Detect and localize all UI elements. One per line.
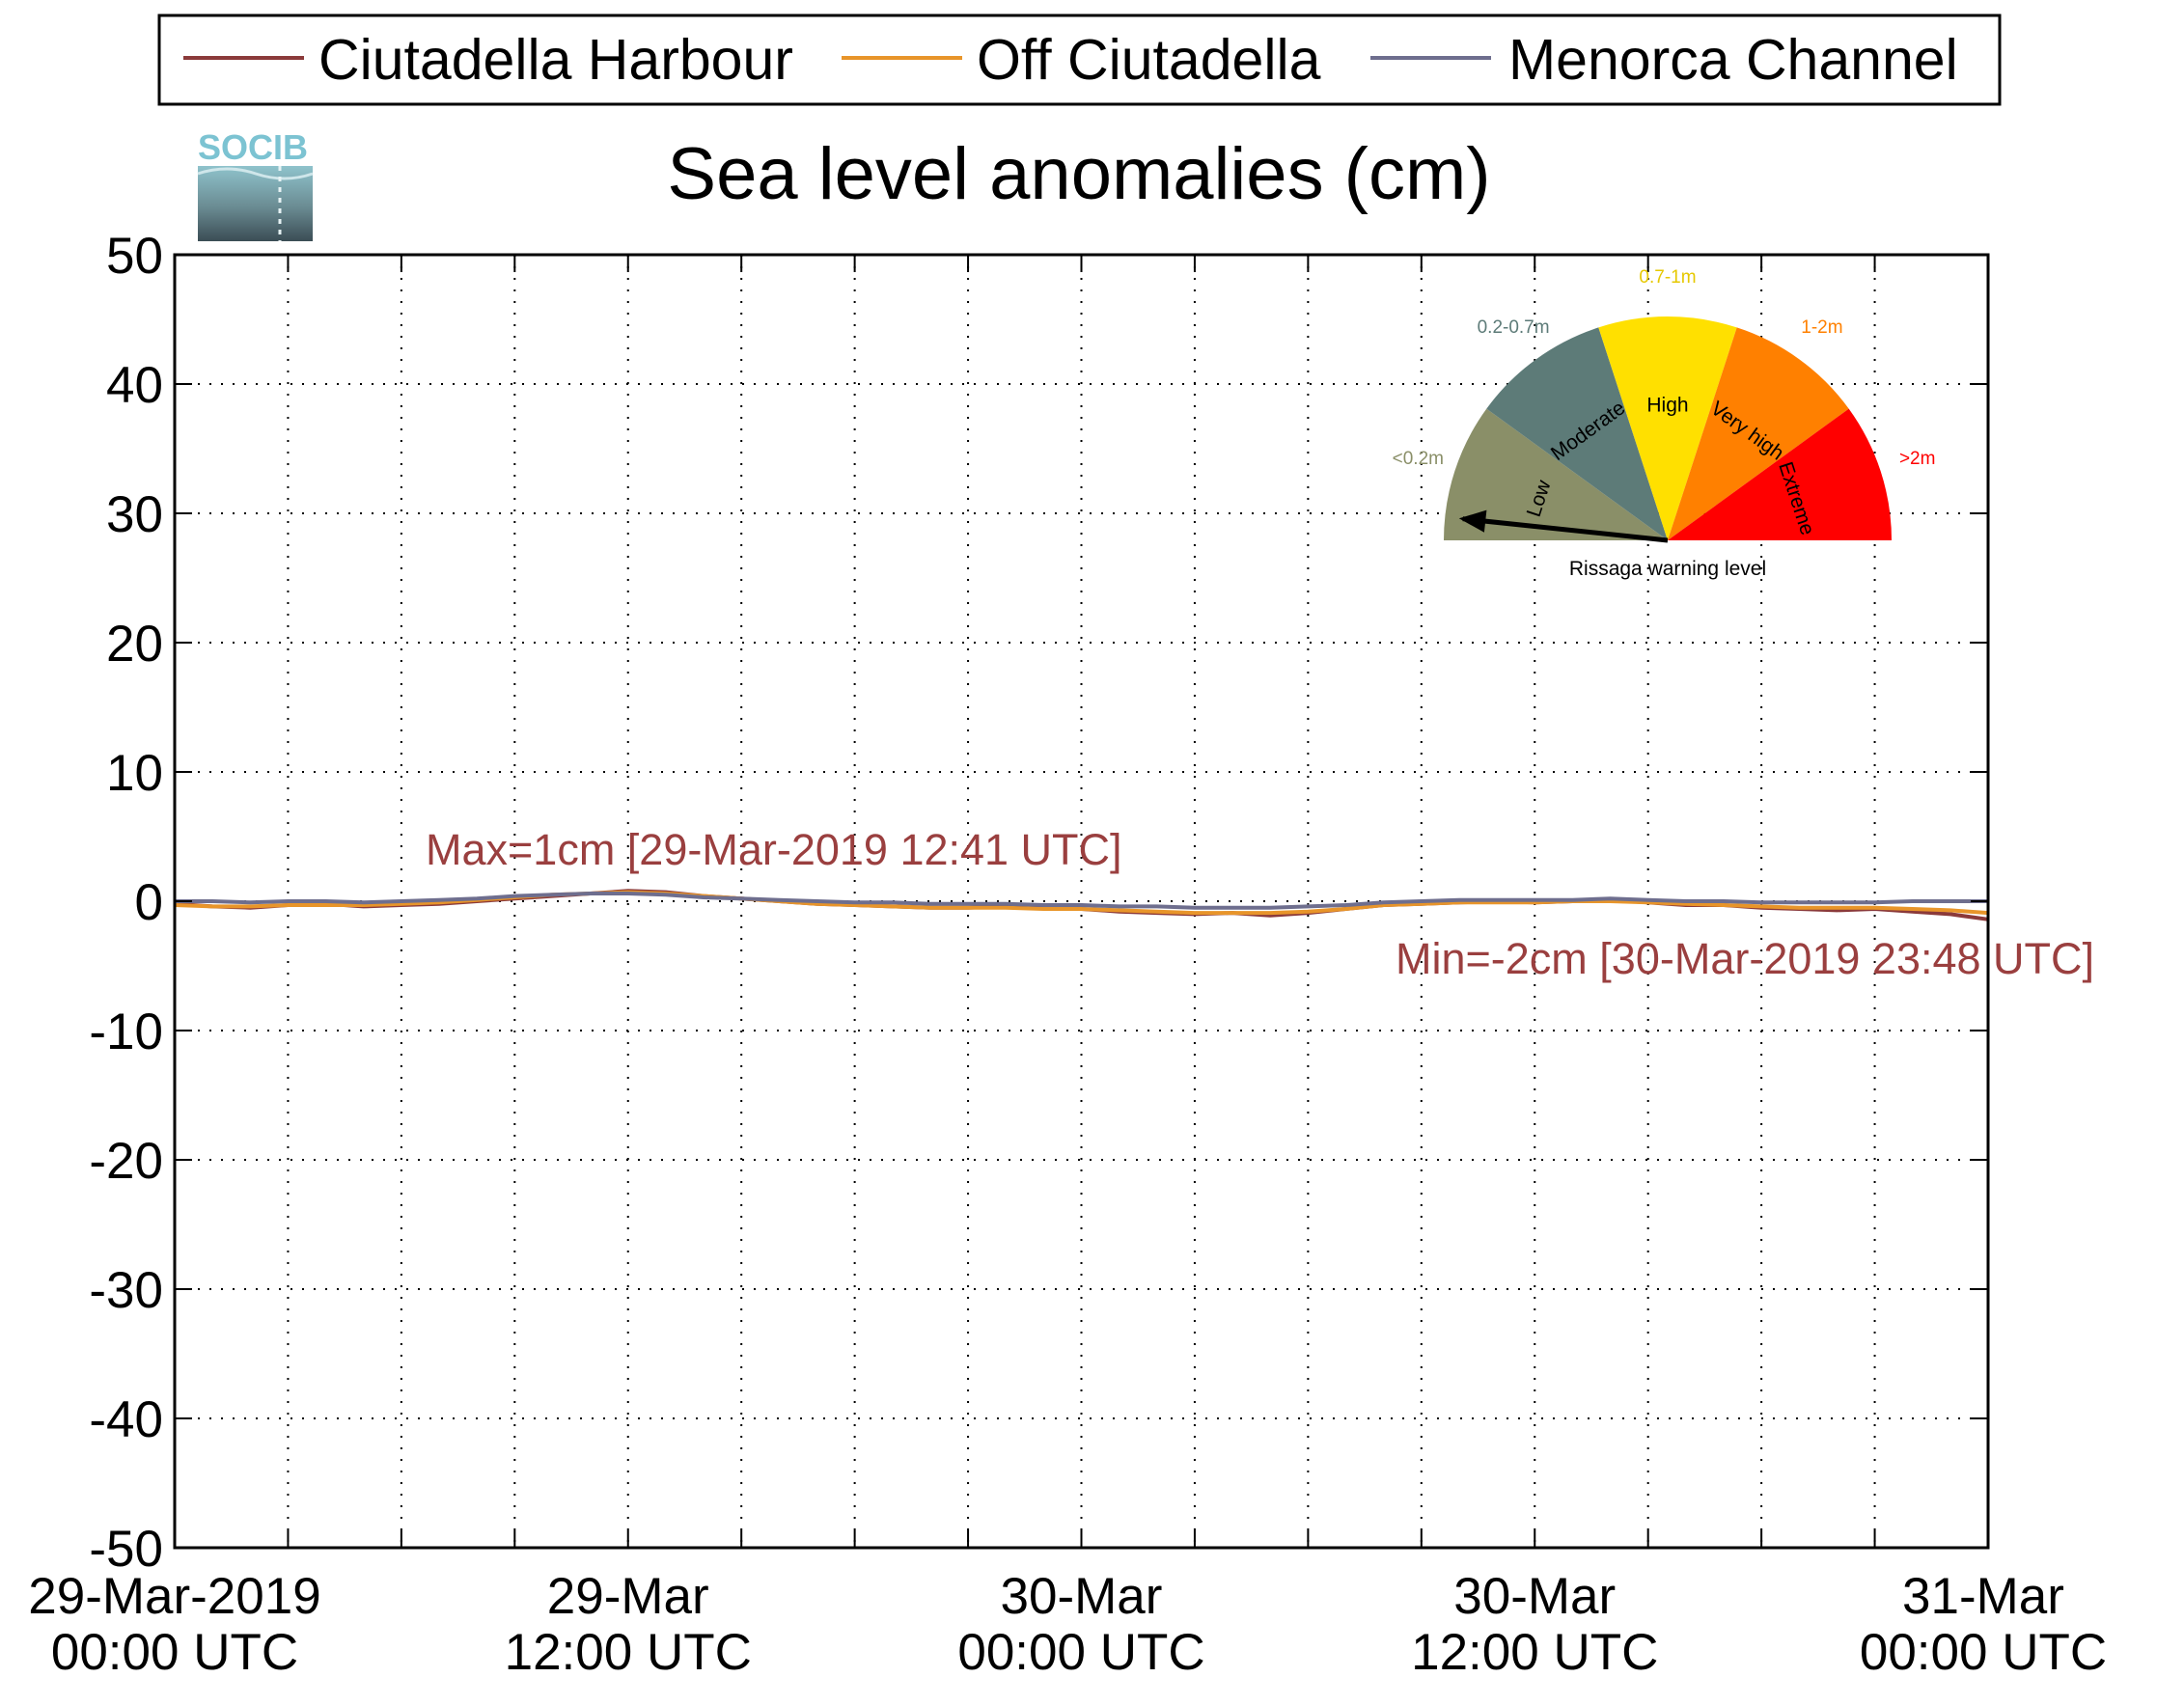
axes: 50403020100-10-20-30-40-5029-Mar-201900:… bbox=[28, 228, 2107, 1681]
x-tick-label-date: 30-Mar bbox=[1001, 1568, 1163, 1625]
legend-label-menorca-channel: Menorca Channel bbox=[1508, 28, 1958, 92]
y-tick-label: -40 bbox=[89, 1391, 163, 1448]
y-tick-label: -30 bbox=[89, 1262, 163, 1319]
legend-label-ciutadella-harbour: Ciutadella Harbour bbox=[318, 28, 793, 92]
logo-text: SOCIB bbox=[198, 127, 308, 167]
min-annotation: Min=-2cm [30-Mar-2019 23:48 UTC] bbox=[1396, 934, 2094, 983]
series-layer bbox=[174, 889, 1989, 921]
y-tick-label: 20 bbox=[106, 616, 163, 673]
y-tick-label: 0 bbox=[135, 874, 163, 931]
x-tick-label-date: 30-Mar bbox=[1453, 1568, 1616, 1625]
gauge-needle-head bbox=[1458, 509, 1487, 533]
y-tick-label: 40 bbox=[106, 357, 163, 414]
x-tick-label-date: 31-Mar bbox=[1902, 1568, 2064, 1625]
gauge-segment-moderate bbox=[1486, 327, 1668, 540]
x-tick-label-time: 12:00 UTC bbox=[1411, 1624, 1658, 1681]
x-tick-label-date: 29-Mar-2019 bbox=[28, 1568, 320, 1625]
gauge-range-label: 0.2-0.7m bbox=[1478, 317, 1550, 338]
gauge-segment-high bbox=[1598, 316, 1737, 540]
y-tick-label: -20 bbox=[89, 1133, 163, 1190]
x-tick-label-date: 29-Mar bbox=[547, 1568, 709, 1625]
max-annotation: Max=1cm [29-Mar-2019 12:41 UTC] bbox=[426, 825, 1122, 874]
y-tick-label: 50 bbox=[106, 228, 163, 285]
x-tick-label-time: 00:00 UTC bbox=[51, 1624, 298, 1681]
x-tick-label-time: 12:00 UTC bbox=[505, 1624, 752, 1681]
y-tick-label: -50 bbox=[89, 1521, 163, 1578]
chart-title: Sea level anomalies (cm) bbox=[667, 133, 1490, 215]
y-tick-label: 30 bbox=[106, 486, 163, 543]
gauge-range-label: 1-2m bbox=[1801, 317, 1842, 338]
series-line-menorca-channel bbox=[175, 892, 1988, 910]
gauge-range-label: 0.7-1m bbox=[1639, 267, 1696, 288]
y-tick-label: -10 bbox=[89, 1004, 163, 1060]
legend-label-off-ciutadella: Off Ciutadella bbox=[977, 28, 1321, 92]
gauge-segment-extreme bbox=[1668, 408, 1892, 540]
gauge-range-label: <0.2m bbox=[1393, 449, 1444, 469]
logo-wave bbox=[197, 167, 314, 180]
x-tick-label-time: 00:00 UTC bbox=[957, 1624, 1204, 1681]
gauge-range-label: >2m bbox=[1899, 449, 1936, 469]
legend-box bbox=[157, 14, 2002, 106]
plot-frame bbox=[173, 253, 1990, 1550]
socib-logo: SOCIB bbox=[197, 127, 314, 241]
gauge-category-label: High bbox=[1646, 394, 1688, 416]
legend: Ciutadella Harbour Off Ciutadella Menorc… bbox=[157, 14, 2002, 106]
gauge-caption: Rissaga warning level bbox=[1569, 558, 1766, 580]
y-tick-label: 10 bbox=[106, 745, 163, 802]
gauge-segment-low bbox=[1444, 408, 1668, 540]
x-tick-label-time: 00:00 UTC bbox=[1860, 1624, 2107, 1681]
gauge-needle bbox=[1462, 516, 1669, 543]
gauge-segment-very-high bbox=[1668, 327, 1849, 540]
